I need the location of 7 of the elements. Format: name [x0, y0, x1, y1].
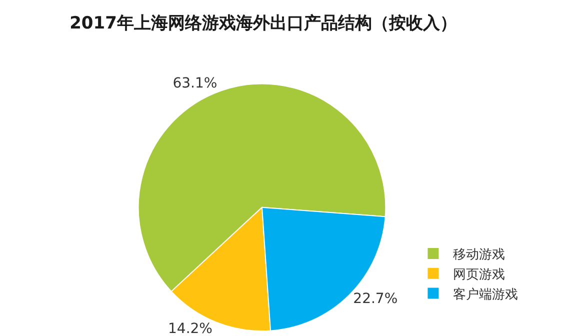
legend-label: 客户端游戏 [453, 286, 518, 302]
chart-title: 2017年上海网络游戏海外出口产品结构（按收入） [70, 14, 457, 34]
data-label: 22.7% [353, 291, 398, 308]
legend-label: 网页游戏 [453, 267, 506, 282]
data-label: 14.2% [168, 321, 212, 336]
legend-label: 移动游戏 [453, 248, 506, 263]
data-label: 63.1% [172, 76, 218, 92]
